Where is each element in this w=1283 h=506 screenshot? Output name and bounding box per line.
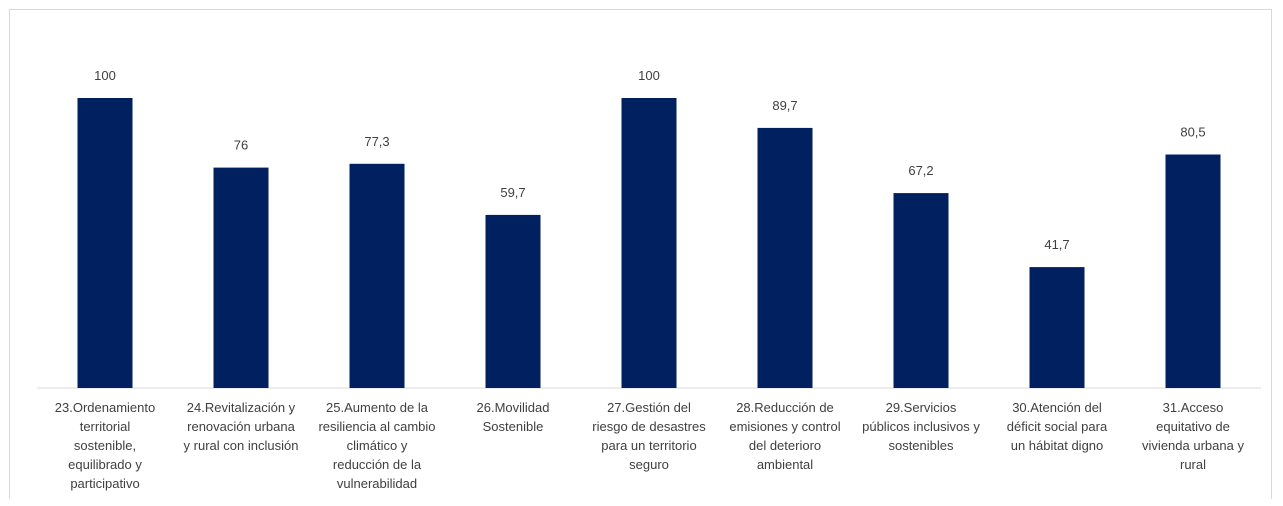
category-label-4: 26.Movilidad Sostenible	[477, 400, 550, 434]
bar-4	[485, 214, 541, 388]
data-label-5: 100	[638, 68, 660, 83]
category-label-5: 27.Gestión del riesgo de desastres para un…	[592, 400, 706, 472]
category-label-8: 30.Atención del déficit social para un háb…	[1007, 400, 1108, 453]
data-label-1: 100	[94, 68, 116, 83]
category-label-1: 23.Ordenamiento territorial sostenible, equ…	[55, 400, 155, 491]
data-label-4: 59,7	[500, 185, 525, 200]
data-label-9: 80,5	[1180, 125, 1205, 140]
bar-8	[1029, 267, 1085, 388]
data-label-6: 89,7	[772, 98, 797, 113]
chart-frame	[9, 9, 1272, 499]
bar-9	[1165, 154, 1221, 388]
bar-5	[621, 98, 677, 388]
data-label-7: 67,2	[908, 163, 933, 178]
category-label-6: 28.Reducción de emisiones y control del de…	[729, 400, 840, 472]
data-label-8: 41,7	[1044, 237, 1069, 252]
category-label-7: 29.Servicios públicos inclusivos y sosteni…	[862, 400, 980, 453]
data-label-2: 76	[234, 138, 248, 153]
bar-6	[757, 127, 813, 389]
bar-7	[893, 193, 949, 388]
bar-2	[213, 167, 269, 388]
category-label-3: 25.Aumento de la resiliencia al cambio cli…	[318, 400, 435, 491]
bar-1	[77, 98, 133, 388]
data-label-3: 77,3	[364, 134, 389, 149]
bar-3	[349, 163, 405, 388]
category-label-2: 24.Revitalización y renovación urbana y ru…	[184, 400, 299, 453]
